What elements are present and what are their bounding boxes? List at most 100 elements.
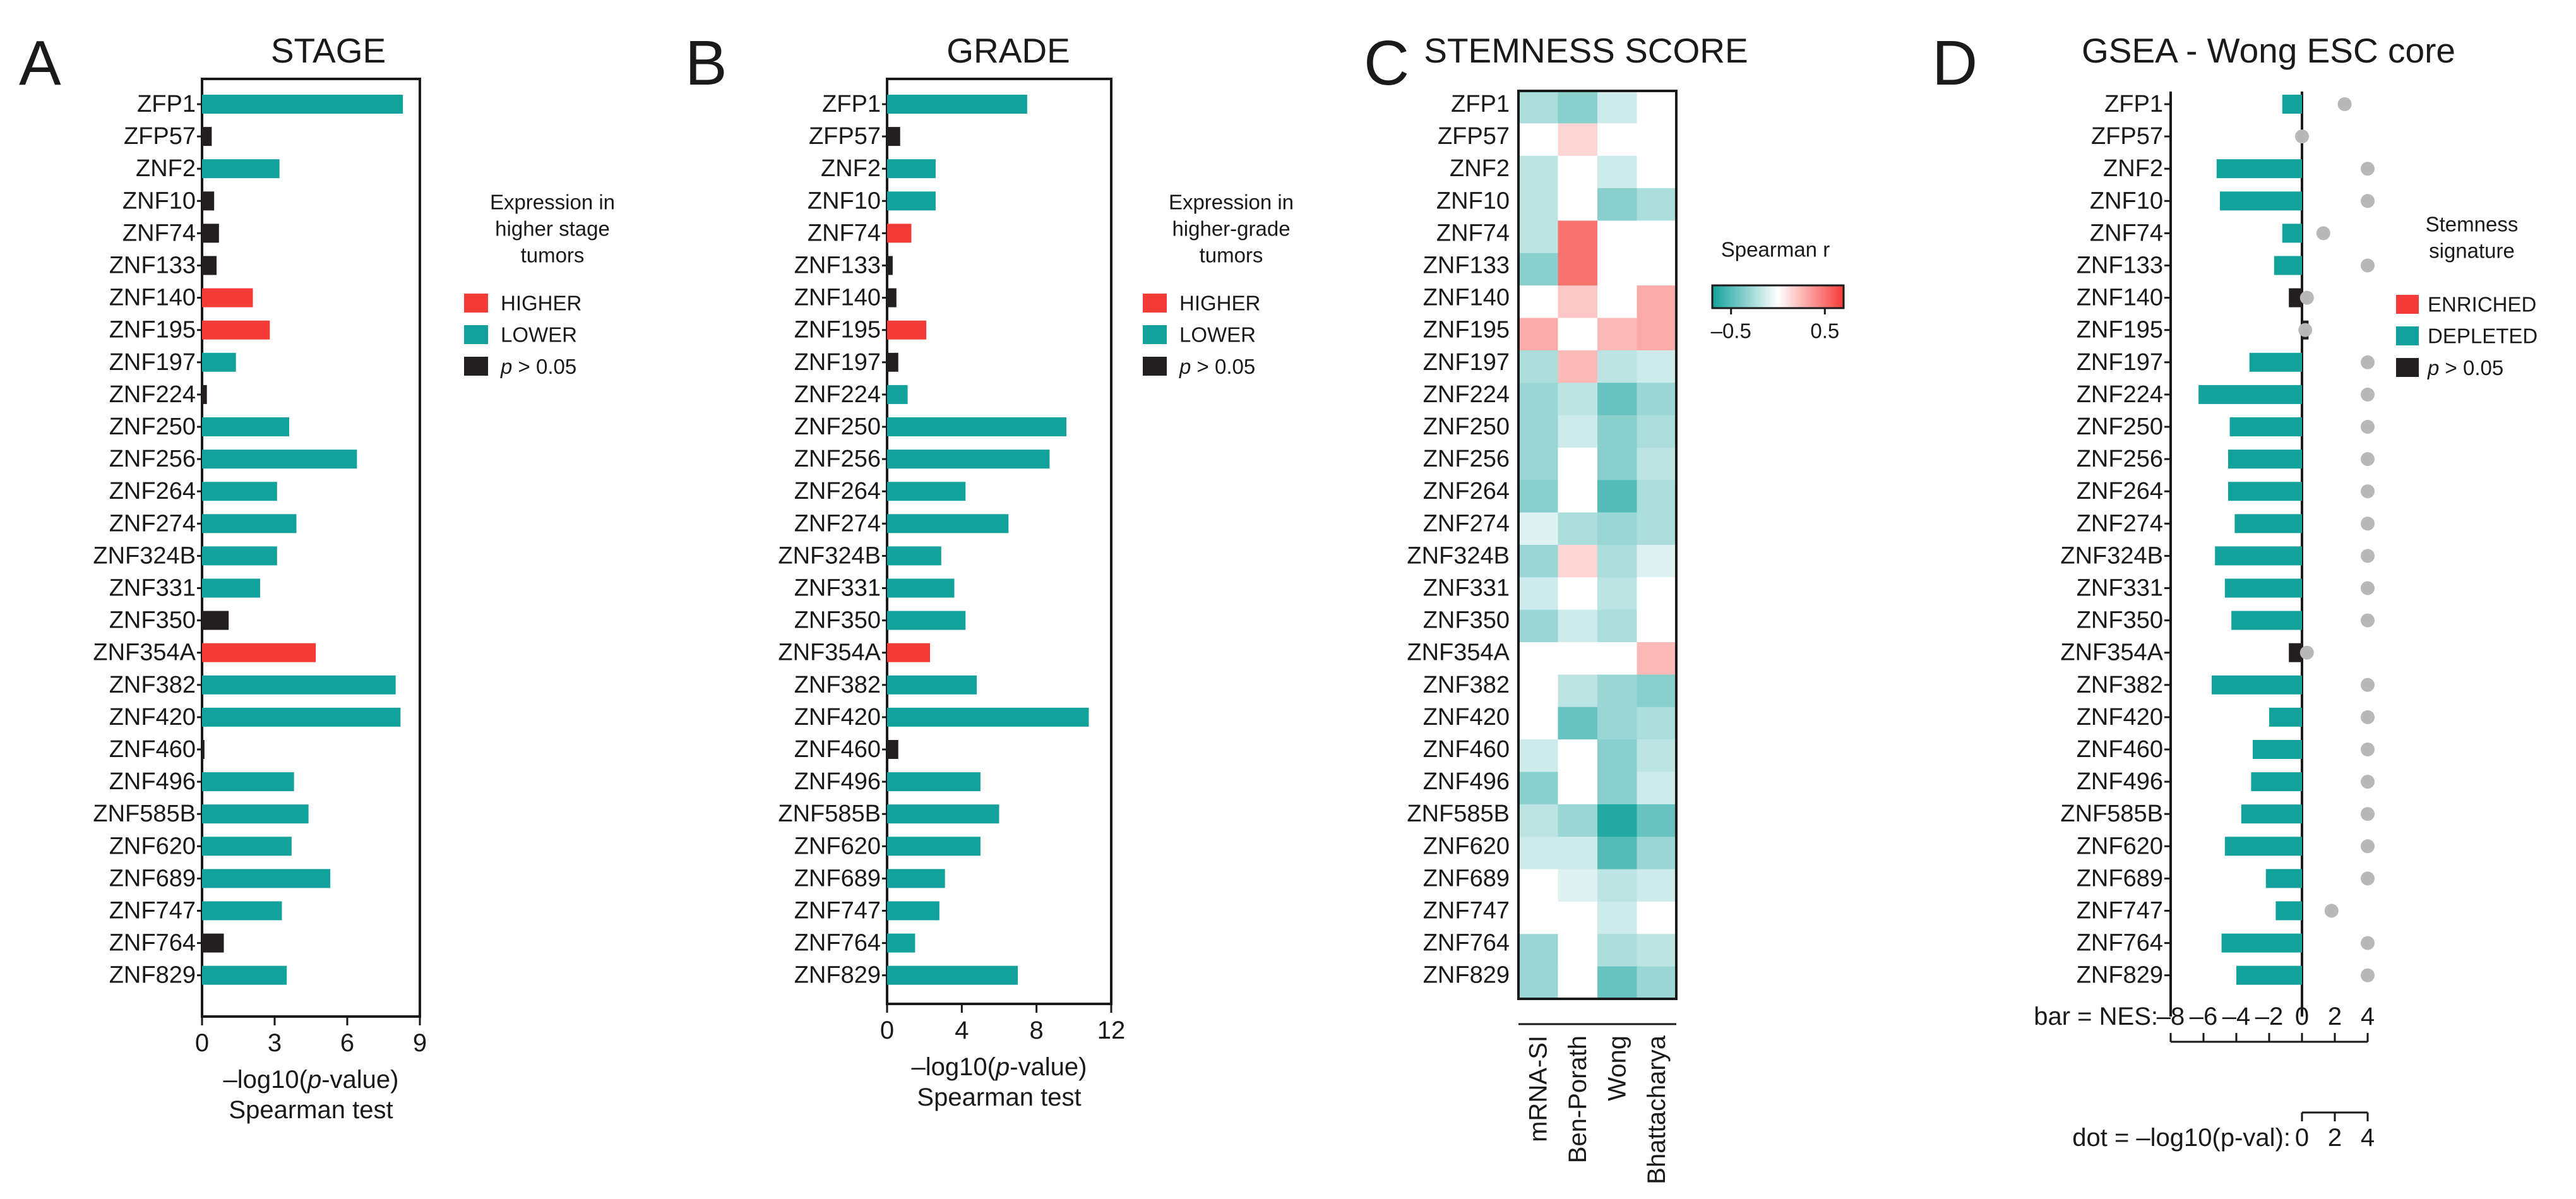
panel-b-xlabel: –log10(p-value) (912, 1053, 1087, 1081)
panel-a-xtick-label: 9 (413, 1029, 427, 1057)
panel-c-cell (1558, 480, 1598, 513)
panel-a-bar (202, 675, 396, 695)
panel-c-cell (1558, 545, 1598, 578)
panel-b-bar (887, 95, 1027, 114)
panel-c-cell (1518, 901, 1558, 934)
panel-d-pvalue-dot (2361, 452, 2375, 467)
panel-a-legend-item: LOWER (501, 323, 577, 347)
panel-b-legend-swatch (1143, 325, 1167, 344)
panel-c-cell (1518, 318, 1558, 351)
panel-b-gene-label: ZNF747 (794, 898, 881, 924)
panel-c-gene-label: ZNF264 (1423, 478, 1510, 504)
panel-d-pvalue-dot (2361, 420, 2375, 434)
panel-b-gene-label: ZNF585B (778, 801, 881, 827)
panel-b-bar (887, 127, 900, 146)
panel-b-legend-title: Expression in (1169, 191, 1294, 214)
panel-c-cell (1558, 609, 1598, 643)
panel-d-gene-label: ZNF133 (2077, 253, 2163, 279)
panel-a-gene-label: ZNF829 (109, 962, 196, 989)
panel-d-gene-label: ZNF10 (2090, 188, 2163, 214)
panel-c-cell (1518, 285, 1558, 318)
panel-b-bar (887, 514, 1009, 534)
panel-b-bar (887, 772, 981, 792)
panel-c-cell (1558, 155, 1598, 189)
panel-a-bar (202, 288, 253, 307)
panel-d-nes-bar (2251, 772, 2302, 792)
panel-c: STEMNESS SCORE ZFP1 ZFP57 ZNF2 ZNF10 ZNF74 ZNF… (1407, 31, 1845, 1184)
panel-d-nes-bar (2274, 256, 2302, 275)
panel-b-bar (887, 965, 1018, 985)
panel-d-xtick-label: –6 (2190, 1003, 2218, 1030)
panel-b-gene-label: ZNF197 (794, 349, 881, 376)
panel-c-cell (1597, 220, 1637, 254)
panel-c-gene-label: ZNF496 (1423, 768, 1510, 795)
panel-c-cell (1637, 253, 1677, 286)
panel-b-legend-title: higher-grade (1172, 217, 1290, 241)
panel-a-bar (202, 837, 292, 856)
panel-d-xtick-label: –8 (2157, 1003, 2185, 1030)
panel-c-gene-label: ZNF382 (1423, 672, 1510, 698)
panel-c-cell (1518, 383, 1558, 416)
panel-c-gene-label: ZNF250 (1423, 414, 1510, 440)
panel-d-nes-bar (2212, 675, 2302, 695)
panel-label-a: A (19, 28, 61, 98)
panel-a-bar (202, 804, 309, 824)
panel-c-cell (1637, 188, 1677, 221)
panel-d-pvalue-dot (2316, 226, 2330, 241)
panel-d-dot-xlabel: dot = –log10(p-val): (2072, 1124, 2291, 1152)
panel-c-cell (1558, 901, 1598, 934)
panel-c-colorbar (1711, 284, 1845, 309)
panel-c-cell (1558, 91, 1598, 124)
panel-c-gene-label: ZNF140 (1423, 285, 1510, 311)
panel-a-gene-label: ZNF195 (109, 317, 196, 343)
panel-a-gene-label: ZNF274 (109, 510, 196, 537)
panel-b-bar (887, 224, 912, 243)
panel-d-gene-label: ZNF420 (2077, 704, 2163, 731)
panel-c-cell (1518, 480, 1558, 513)
panel-a-bar (202, 933, 224, 953)
panel-d-pvalue-dot (2361, 743, 2375, 756)
panel-d-nes-bar (2231, 611, 2302, 630)
panel-c-cell (1518, 674, 1558, 708)
panel-c-cell (1518, 837, 1558, 870)
panel-d-gene-label: ZNF256 (2077, 446, 2163, 472)
panel-c-cell (1597, 447, 1637, 480)
panel-d-nes-bar (2282, 224, 2302, 243)
panel-c-cell (1518, 739, 1558, 772)
panel-c-gene-label: ZNF354A (1407, 640, 1510, 666)
panel-c-cell (1558, 869, 1598, 902)
panel-a-gene-label: ZNF350 (109, 607, 196, 634)
panel-c-column-label: Bhattacharya (1643, 1035, 1671, 1184)
panel-d-xtick-label: 2 (2328, 1003, 2342, 1030)
panel-d-gene-label: ZNF747 (2077, 898, 2163, 924)
panel-c-cell (1518, 609, 1558, 643)
panel-c-cell (1597, 739, 1637, 772)
panel-d-pvalue-dot (2361, 710, 2375, 724)
panel-c-cell (1597, 577, 1637, 611)
panel-c-gene-label: ZNF197 (1423, 349, 1510, 376)
panel-d-pvalue-dot (2361, 871, 2375, 886)
panel-c-cell (1637, 155, 1677, 189)
panel-d-pvalue-dot (2361, 387, 2375, 402)
panel-d-nes-bar (2249, 352, 2302, 372)
panel-c-gene-label: ZNF620 (1423, 833, 1510, 859)
panel-b-gene-label: ZNF133 (794, 253, 881, 279)
panel-c-cell (1637, 220, 1677, 254)
panel-a-gene-label: ZNF2 (136, 155, 196, 182)
panel-c-cell (1597, 350, 1637, 383)
panel-c-cell (1558, 934, 1598, 967)
panel-d-nes-bar (2275, 901, 2302, 921)
panel-c-colorbar-tick-label: 0.5 (1810, 319, 1839, 343)
panel-a-bar (202, 127, 212, 146)
panel-d-nes-bar (2241, 804, 2302, 824)
panel-c-cell (1637, 350, 1677, 383)
panel-d-gene-label: ZNF197 (2077, 349, 2163, 376)
panel-a-gene-label: ZNF324B (93, 542, 196, 569)
panel-b-gene-label: ZNF140 (794, 285, 881, 311)
panel-b-xtick-label: 4 (955, 1017, 969, 1044)
panel-a-legend-title: Expression in (490, 191, 615, 214)
panel-d-nes-bar (2224, 837, 2302, 856)
panel-b-gene-label: ZFP57 (809, 123, 881, 150)
panel-d-xlabel: bar = NES: (2034, 1003, 2158, 1030)
panel-d-gene-label: ZNF195 (2077, 317, 2163, 343)
